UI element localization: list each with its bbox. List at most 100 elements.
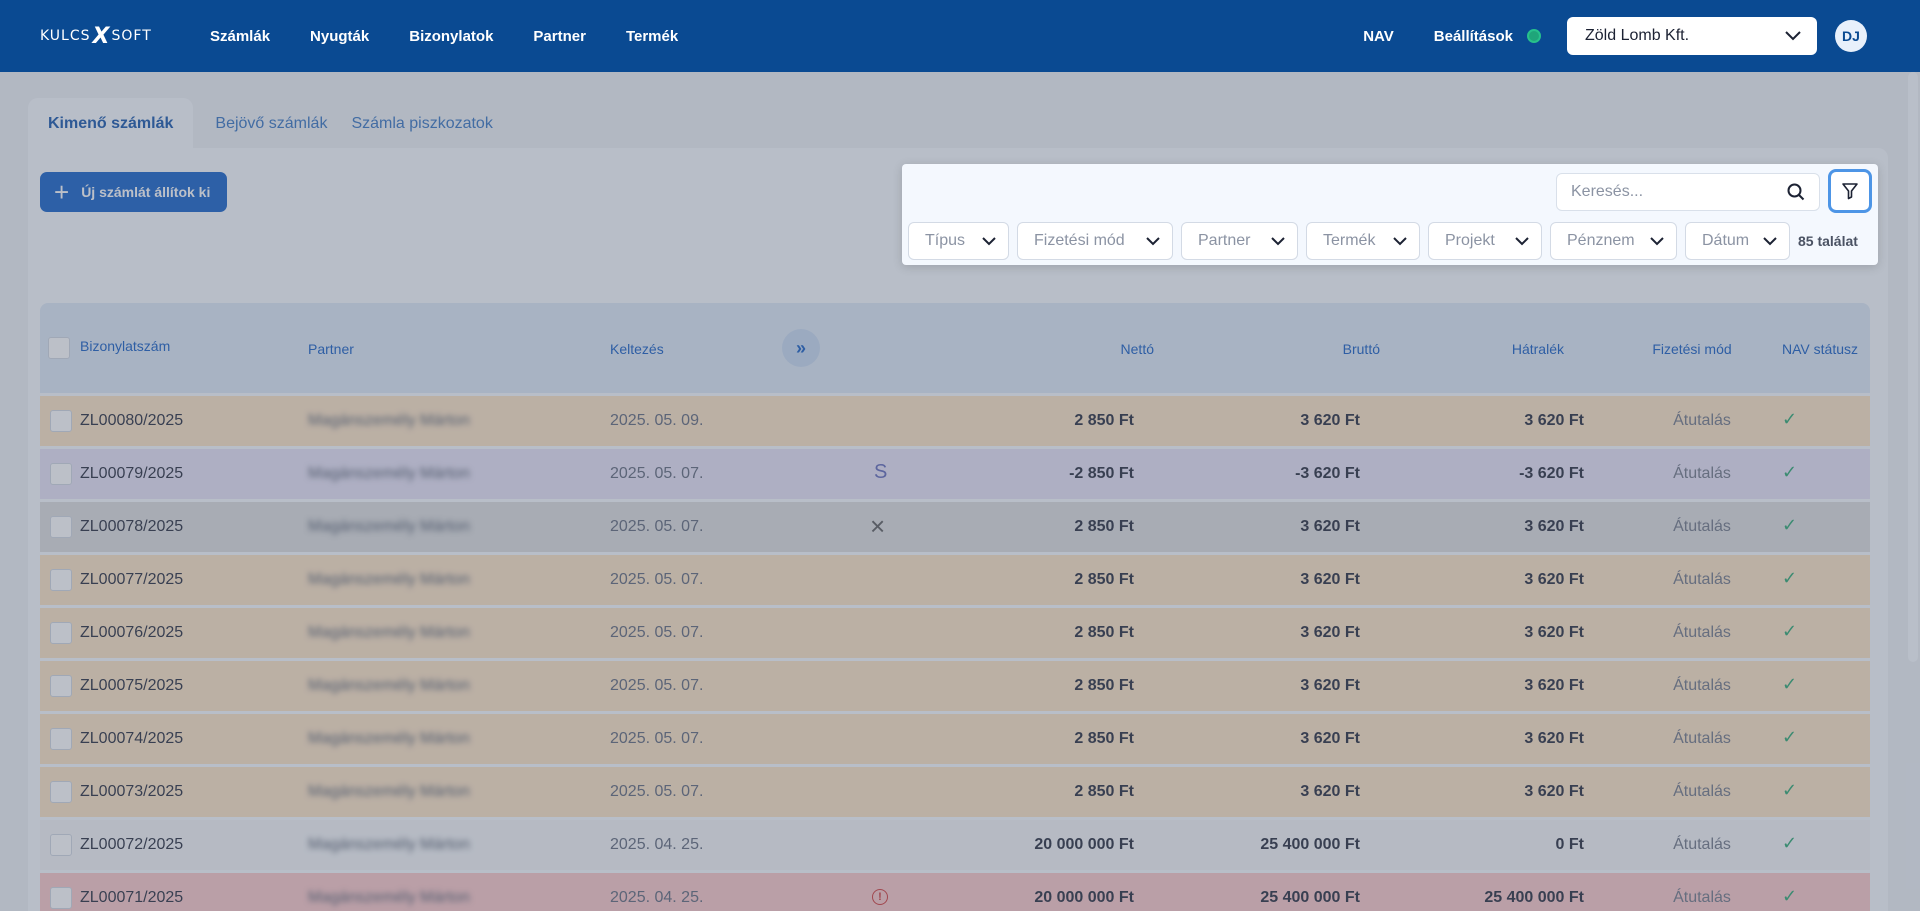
payment-method: Átutalás xyxy=(1673,783,1731,800)
gross-amount: 3 620 Ft xyxy=(1300,571,1360,588)
chevron-down-icon xyxy=(1146,236,1160,245)
row-checkbox[interactable] xyxy=(50,622,72,644)
search-input[interactable]: Keresés... xyxy=(1556,173,1820,211)
partner-name: Magánszemély Márton xyxy=(308,889,470,906)
expand-columns-icon[interactable]: » xyxy=(782,329,820,367)
col-nav-status[interactable]: NAV státusz xyxy=(1782,341,1858,357)
invoice-tabs: Kimenő számlák Bejövő számlák Számla pis… xyxy=(28,98,505,150)
chevron-down-icon xyxy=(1271,236,1285,245)
row-checkbox[interactable] xyxy=(50,410,72,432)
table-row[interactable]: ZL00072/2025 Magánszemély Márton 2025. 04.… xyxy=(40,820,1870,870)
row-checkbox[interactable] xyxy=(50,516,72,538)
row-checkbox[interactable] xyxy=(50,463,72,485)
col-gross[interactable]: Bruttó xyxy=(1342,341,1380,357)
gross-amount: 3 620 Ft xyxy=(1300,518,1360,535)
due-amount: 3 620 Ft xyxy=(1524,677,1584,694)
company-select[interactable]: Zöld Lomb Kft. xyxy=(1567,17,1817,55)
table-row[interactable]: ZL00080/2025 Magánszemély Márton 2025. 05.… xyxy=(40,396,1870,446)
nav-partner[interactable]: Partner xyxy=(533,27,586,45)
check-icon: ✓ xyxy=(1782,621,1798,641)
table-row[interactable]: ZL00078/2025 Magánszemély Márton 2025. 05.… xyxy=(40,502,1870,552)
net-amount: 2 850 Ft xyxy=(1074,677,1134,694)
nav-szamlak[interactable]: Számlák xyxy=(210,27,271,45)
table-row[interactable]: ZL00075/2025 Magánszemély Márton 2025. 05.… xyxy=(40,661,1870,711)
tab-incoming[interactable]: Bejövő számlák xyxy=(215,115,328,132)
nav-bizonylatok[interactable]: Bizonylatok xyxy=(409,27,494,45)
search-icon xyxy=(1787,183,1805,201)
table-row[interactable]: ZL00073/2025 Magánszemély Márton 2025. 05.… xyxy=(40,767,1870,817)
due-amount: 0 Ft xyxy=(1555,836,1584,853)
row-checkbox[interactable] xyxy=(50,834,72,856)
col-net[interactable]: Nettó xyxy=(1120,341,1154,357)
col-number[interactable]: Bizonylatszám xyxy=(80,338,171,354)
chevron-down-icon xyxy=(1650,236,1664,245)
col-partner[interactable]: Partner xyxy=(308,341,354,357)
filter-chip[interactable]: Típus xyxy=(908,222,1009,260)
scrollbar-thumb[interactable] xyxy=(1908,72,1918,662)
col-payment[interactable]: Fizetési mód xyxy=(1652,341,1732,357)
filter-chip[interactable]: Termék xyxy=(1306,222,1420,260)
top-right-area: NAV Beállítások Zöld Lomb Kft. DJ xyxy=(1363,0,1920,72)
filter-chip[interactable]: Fizetési mód xyxy=(1017,222,1173,260)
invoice-number[interactable]: ZL00077/2025 xyxy=(80,571,184,588)
net-amount: 20 000 000 Ft xyxy=(1034,836,1134,853)
chevron-down-icon xyxy=(1515,236,1529,245)
filter-panel: Keresés... Típus Fizetési mód Partner Termé… xyxy=(902,164,1878,265)
filter-toggle-button[interactable] xyxy=(1828,169,1872,213)
top-bar: KULCS X SOFT Számlák Nyugták Bizonylatok… xyxy=(0,0,1920,72)
nav-nyugtak[interactable]: Nyugták xyxy=(310,27,370,45)
table-row[interactable]: ZL00079/2025 Magánszemély Márton 2025. 05.… xyxy=(40,449,1870,499)
invoice-number[interactable]: ZL00075/2025 xyxy=(80,677,184,694)
col-due[interactable]: Hátralék xyxy=(1511,341,1564,357)
partner-name: Magánszemély Márton xyxy=(308,412,470,429)
payment-method: Átutalás xyxy=(1673,677,1731,694)
table-row[interactable]: ZL00077/2025 Magánszemély Márton 2025. 05.… xyxy=(40,555,1870,605)
filter-chip-label: Pénznem xyxy=(1567,232,1635,249)
invoice-number[interactable]: ZL00076/2025 xyxy=(80,624,184,641)
due-amount: -3 620 Ft xyxy=(1519,465,1584,482)
nav-link[interactable]: NAV xyxy=(1363,27,1394,45)
invoice-number[interactable]: ZL00080/2025 xyxy=(80,412,184,429)
row-checkbox[interactable] xyxy=(50,675,72,697)
filter-chip[interactable]: Pénznem xyxy=(1550,222,1677,260)
row-checkbox[interactable] xyxy=(50,781,72,803)
nav-termek[interactable]: Termék xyxy=(625,27,679,45)
avatar[interactable]: DJ xyxy=(1835,20,1867,52)
invoice-number[interactable]: ZL00074/2025 xyxy=(80,730,184,747)
kulcssoft-logo[interactable]: KULCS X SOFT xyxy=(40,23,152,49)
invoice-number[interactable]: ZL00073/2025 xyxy=(80,783,184,800)
row-checkbox[interactable] xyxy=(50,569,72,591)
partner-name: Magánszemély Márton xyxy=(308,518,470,535)
select-all-checkbox[interactable] xyxy=(48,337,70,359)
filter-chip[interactable]: Projekt xyxy=(1428,222,1542,260)
row-checkbox[interactable] xyxy=(50,887,72,909)
invoice-date: 2025. 04. 25. xyxy=(610,889,704,906)
new-invoice-button[interactable]: + Új számlát állítok ki xyxy=(40,172,227,212)
filter-chip[interactable]: Dátum xyxy=(1685,222,1790,260)
due-amount: 3 620 Ft xyxy=(1524,518,1584,535)
plus-icon: + xyxy=(54,177,70,207)
invoice-number[interactable]: ZL00072/2025 xyxy=(80,836,184,853)
invoice-number[interactable]: ZL00079/2025 xyxy=(80,465,184,482)
invoice-date: 2025. 05. 07. xyxy=(610,518,704,535)
payment-method: Átutalás xyxy=(1673,465,1731,482)
filter-chip-label: Termék xyxy=(1323,232,1376,249)
net-amount: 2 850 Ft xyxy=(1074,730,1134,747)
tab-drafts[interactable]: Számla piszkozatok xyxy=(351,115,493,132)
filter-chip[interactable]: Partner xyxy=(1181,222,1298,260)
payment-method: Átutalás xyxy=(1673,836,1731,853)
net-amount: 2 850 Ft xyxy=(1074,624,1134,641)
table-row[interactable]: ZL00074/2025 Magánszemély Márton 2025. 05.… xyxy=(40,714,1870,764)
col-date[interactable]: Keltezés xyxy=(610,341,664,357)
connection-status-icon xyxy=(1527,29,1541,43)
table-row[interactable]: ZL00071/2025 Magánszemély Márton 2025. 04.… xyxy=(40,873,1870,911)
settings-link[interactable]: Beállítások xyxy=(1433,27,1513,45)
invoice-number[interactable]: ZL00078/2025 xyxy=(80,518,184,535)
invoice-number[interactable]: ZL00071/2025 xyxy=(80,889,184,906)
filter-chip-label: Projekt xyxy=(1445,232,1495,249)
tab-outgoing[interactable]: Kimenő számlák xyxy=(28,98,194,150)
invoice-date: 2025. 04. 25. xyxy=(610,836,704,853)
row-checkbox[interactable] xyxy=(50,728,72,750)
net-amount: 2 850 Ft xyxy=(1074,783,1134,800)
table-row[interactable]: ZL00076/2025 Magánszemély Márton 2025. 05.… xyxy=(40,608,1870,658)
